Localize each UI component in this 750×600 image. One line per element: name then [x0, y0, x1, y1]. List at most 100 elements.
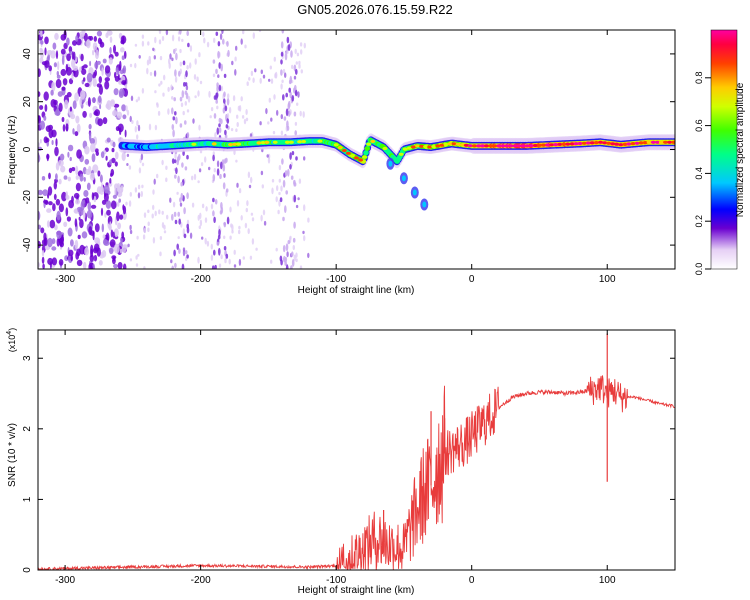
- speck: [270, 117, 273, 122]
- noise-blob: [44, 60, 50, 68]
- noise-blob: [53, 193, 57, 200]
- noise-blob: [65, 123, 69, 132]
- stripe-blob: [294, 89, 298, 97]
- noise-blob: [42, 263, 45, 269]
- noise-blob: [38, 68, 41, 77]
- noise-blob: [57, 60, 60, 71]
- noise-blob: [60, 68, 67, 77]
- stripe-blob: [180, 181, 183, 187]
- ridge-core: [618, 143, 624, 147]
- noise-blob: [56, 71, 59, 76]
- stripe-blob: [285, 190, 289, 195]
- stripe-blob: [280, 51, 284, 57]
- speck: [156, 173, 159, 179]
- stripe-blob: [289, 164, 292, 170]
- speck: [210, 243, 213, 250]
- noise-blob: [70, 239, 74, 247]
- ridge-core: [573, 142, 579, 146]
- stripe-blob: [175, 116, 178, 125]
- speck: [212, 73, 216, 78]
- speck: [143, 212, 147, 219]
- speck: [250, 176, 253, 184]
- speck: [129, 115, 132, 122]
- speck: [243, 118, 247, 125]
- ridge-core: [634, 141, 640, 145]
- noise-blob: [100, 151, 105, 159]
- noise-blob: [74, 92, 79, 102]
- stripe-blob: [215, 68, 218, 74]
- noise-blob: [92, 77, 97, 87]
- stripe-blob: [181, 263, 185, 269]
- speck: [159, 236, 163, 240]
- ridge-core: [471, 144, 477, 148]
- noise-blob: [89, 172, 95, 181]
- speck: [147, 221, 150, 227]
- speck: [198, 225, 201, 229]
- noise-blob: [51, 140, 54, 145]
- stripe-blob: [285, 108, 289, 117]
- speck: [170, 84, 173, 91]
- stripe-blob: [212, 197, 215, 203]
- ridge-core: [667, 140, 673, 144]
- stripe-blob: [224, 129, 227, 136]
- stripe-blob: [294, 130, 298, 136]
- speck: [201, 203, 205, 209]
- speck: [137, 184, 141, 190]
- speck: [244, 222, 248, 229]
- noise-blob: [79, 97, 82, 106]
- branch-core: [422, 201, 427, 208]
- stripe-blob: [293, 221, 296, 229]
- noise-blob: [40, 40, 44, 45]
- ridge-core: [512, 144, 518, 148]
- speck: [135, 99, 139, 103]
- speck: [235, 128, 238, 132]
- noise-blob: [64, 99, 69, 110]
- speck: [210, 254, 214, 261]
- ridge-core: [451, 142, 457, 146]
- noise-blob: [114, 51, 119, 57]
- noise-blob: [103, 184, 110, 194]
- speck: [235, 45, 238, 51]
- stripe-blob: [225, 253, 229, 259]
- stripe-blob: [293, 194, 297, 203]
- noise-blob: [102, 234, 106, 239]
- stripe-blob: [289, 152, 292, 160]
- speck: [300, 69, 303, 74]
- noise-blob: [92, 164, 99, 173]
- stripe-blob: [226, 118, 230, 124]
- speck: [140, 153, 144, 161]
- noise-blob: [100, 207, 104, 216]
- noise-blob: [47, 257, 53, 266]
- noise-blob: [90, 143, 96, 153]
- speck: [248, 184, 252, 189]
- ridge-core: [642, 141, 648, 145]
- ridge-core: [256, 141, 262, 145]
- speck: [191, 175, 194, 181]
- noise-blob: [121, 152, 126, 162]
- speck: [141, 184, 144, 189]
- noise-blob: [104, 80, 110, 90]
- speck: [129, 63, 133, 68]
- speck: [272, 130, 276, 135]
- ridge-core: [228, 143, 233, 147]
- speck: [245, 109, 248, 115]
- ridge-core: [362, 155, 368, 159]
- noise-blob: [121, 231, 125, 239]
- speck: [281, 79, 284, 84]
- stripe-blob: [223, 73, 227, 78]
- speck: [231, 60, 234, 66]
- speck: [198, 52, 201, 58]
- stripe-blob: [219, 210, 223, 215]
- noise-blob: [46, 153, 49, 162]
- speck: [278, 199, 281, 207]
- ridge-core: [516, 144, 522, 148]
- speck: [172, 201, 176, 208]
- stripe-blob: [284, 205, 287, 214]
- noise-blob: [97, 170, 101, 177]
- ridge-core: [415, 144, 420, 148]
- ridge-core: [439, 143, 445, 147]
- stripe-blob: [211, 265, 215, 269]
- noise-blob: [118, 198, 121, 203]
- stripe-blob: [183, 233, 187, 239]
- y-tick-label: 1: [22, 496, 33, 502]
